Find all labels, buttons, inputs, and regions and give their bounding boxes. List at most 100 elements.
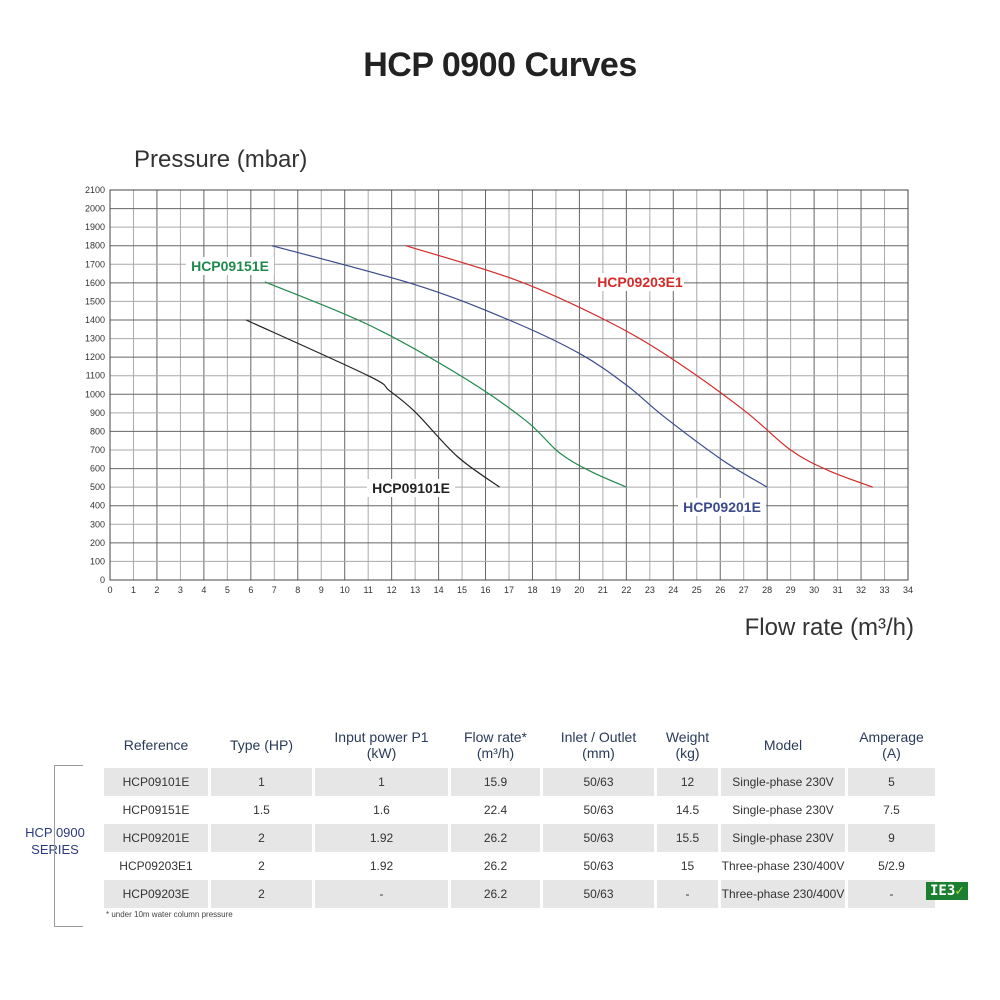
x-tick-label: 15	[457, 585, 467, 595]
column-header: Flow rate* (m³/h)	[463, 729, 528, 761]
y-tick-label: 2100	[85, 185, 105, 195]
series-label: HCP 0900 SERIES	[25, 825, 85, 857]
curve-label-bg	[596, 273, 684, 291]
y-tick-label: 900	[90, 408, 105, 418]
y-tick-label: 1200	[85, 352, 105, 362]
table-row: HCP09151E 1.5 1.6 22.4 50/63 14.5 Single-phase…	[104, 796, 935, 824]
table-cell: -	[315, 880, 448, 908]
y-tick-label: 1500	[85, 296, 105, 306]
series-bracket	[54, 765, 83, 927]
y-tick-label: 0	[100, 575, 105, 585]
curve-hcp09203e1	[405, 245, 874, 488]
table-cell: -	[657, 880, 718, 908]
table-row: HCP09101E 1 1 15.9 50/63 12 Single-phase 230V 5	[104, 768, 935, 796]
table-cell: Single-phase 230V	[721, 824, 845, 852]
y-tick-label: 2000	[85, 204, 105, 214]
table-cell: HCP09203E	[104, 880, 208, 908]
y-tick-label: 500	[90, 482, 105, 492]
table-cell: 5/2.9	[878, 859, 905, 873]
table-cell: HCP09151E	[122, 803, 190, 817]
column-header: Reference	[123, 737, 189, 753]
y-tick-label: 1300	[85, 334, 105, 344]
table-cell: 7.5	[883, 803, 900, 817]
x-tick-label: 26	[715, 585, 725, 595]
table-cell: 2	[211, 824, 312, 852]
table-cell: -	[848, 880, 935, 908]
x-tick-label: 29	[786, 585, 796, 595]
column-header: Amperage (A)	[859, 729, 924, 761]
x-tick-label: 24	[668, 585, 678, 595]
footnote: * under 10m water column pressure	[106, 910, 233, 919]
y-tick-label: 1900	[85, 222, 105, 232]
table-cell: 2	[211, 880, 312, 908]
ie3-text: IE3	[930, 883, 956, 899]
curve-label: HCP09101E	[372, 480, 450, 496]
y-tick-label: 400	[90, 501, 105, 511]
ie3-badge: IE3✓	[926, 882, 968, 900]
table-cell: 50/63	[543, 824, 654, 852]
table-cell: 1.5	[253, 803, 270, 817]
table-cell: 5	[848, 768, 935, 796]
table-cell: 15	[680, 859, 695, 873]
page-title: HCP 0900 Curves	[363, 46, 637, 84]
y-tick-label: 1000	[85, 389, 105, 399]
x-tick-label: 9	[319, 585, 324, 595]
x-tick-label: 1	[131, 585, 136, 595]
table-cell: HCP09201E	[104, 824, 208, 852]
x-tick-label: 28	[762, 585, 772, 595]
x-tick-label: 31	[833, 585, 843, 595]
x-tick-label: 21	[598, 585, 608, 595]
check-icon: ✓	[955, 883, 964, 899]
table-cell: 50/63	[583, 859, 614, 873]
table-cell: 50/63	[583, 803, 614, 817]
table-cell: Single-phase 230V	[732, 803, 834, 817]
spec-table: Reference Type (HP) Input power P1 (kW) Flo…	[101, 722, 938, 908]
y-tick-label: 600	[90, 464, 105, 474]
curve-label-bg	[678, 498, 766, 516]
curve-label-bg	[186, 257, 274, 275]
column-header: Type (HP)	[229, 737, 293, 753]
column-header: Weight (kg)	[665, 729, 710, 761]
x-tick-label: 33	[880, 585, 890, 595]
table-row: HCP09201E 2 1.92 26.2 50/63 15.5 Single-phase …	[104, 824, 935, 852]
x-tick-label: 7	[272, 585, 277, 595]
x-tick-label: 20	[574, 585, 584, 595]
curve-hcp09101e	[245, 319, 500, 488]
table-cell: HCP09101E	[104, 768, 208, 796]
table-cell: 12	[657, 768, 718, 796]
curve-label: HCP09151E	[191, 258, 269, 274]
y-tick-label: 1600	[85, 278, 105, 288]
table-cell: 1	[315, 768, 448, 796]
table-cell: 1.6	[373, 803, 390, 817]
curve-label: HCP09201E	[683, 499, 761, 515]
table-cell: 26.2	[451, 824, 540, 852]
y-axis-label: Pressure (mbar)	[134, 146, 308, 173]
x-tick-label: 16	[481, 585, 491, 595]
x-tick-label: 5	[225, 585, 230, 595]
table-cell: 2	[258, 859, 265, 873]
x-tick-label: 12	[387, 585, 397, 595]
x-tick-label: 13	[410, 585, 420, 595]
curve-hcp09151e	[264, 281, 627, 488]
table-cell: 15.5	[657, 824, 718, 852]
column-header: Model	[763, 737, 803, 753]
y-tick-label: 100	[90, 556, 105, 566]
table-cell: 15.9	[451, 768, 540, 796]
table-cell: 9	[848, 824, 935, 852]
x-tick-label: 25	[692, 585, 702, 595]
x-tick-label: 4	[201, 585, 206, 595]
table-cell: 14.5	[675, 803, 700, 817]
curve-label: HCP09203E1	[597, 274, 683, 290]
plot-frame	[109, 189, 909, 581]
curve-hcp09201e	[271, 245, 768, 488]
column-header: Inlet / Outlet (mm)	[560, 729, 637, 761]
x-tick-label: 27	[739, 585, 749, 595]
table-cell: 26.2	[483, 859, 508, 873]
table-cell: Single-phase 230V	[721, 768, 845, 796]
x-tick-label: 23	[645, 585, 655, 595]
x-tick-label: 3	[178, 585, 183, 595]
y-tick-label: 200	[90, 538, 105, 548]
table-row: HCP09203E1 2 1.92 26.2 50/63 15 Three-phase 23…	[104, 852, 935, 880]
x-tick-label: 22	[621, 585, 631, 595]
x-tick-label: 18	[527, 585, 537, 595]
